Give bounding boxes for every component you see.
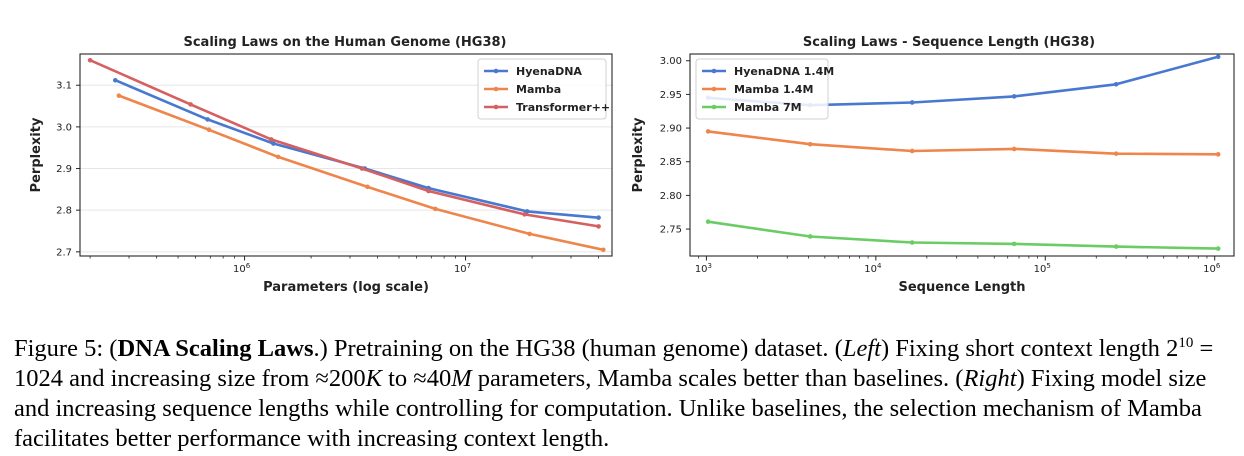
caption-right-label: Right bbox=[963, 365, 1017, 393]
data-point bbox=[807, 141, 813, 147]
data-point bbox=[1215, 54, 1221, 59]
right-chart: Scaling Laws - Sequence Length (HG38) 2.7… bbox=[631, 35, 1235, 295]
caption-prefix: Figure 5: ( bbox=[14, 335, 118, 363]
caption-math-m: M bbox=[451, 365, 472, 393]
y-tick-label: 2.80 bbox=[660, 191, 682, 202]
y-tick-label: 2.8 bbox=[56, 206, 72, 217]
data-point bbox=[909, 148, 915, 154]
data-point bbox=[433, 206, 438, 212]
data-point bbox=[359, 166, 365, 171]
data-point bbox=[116, 93, 122, 98]
data-point bbox=[1215, 246, 1221, 251]
data-point bbox=[522, 212, 527, 217]
data-point bbox=[596, 224, 601, 229]
data-point bbox=[596, 215, 601, 220]
data-point bbox=[275, 154, 281, 160]
legend-box bbox=[695, 58, 829, 120]
data-point bbox=[909, 240, 915, 245]
figure-caption: Figure 5: (DNA Scaling Laws.) Pretrainin… bbox=[14, 328, 1236, 454]
data-point bbox=[705, 219, 711, 224]
data-point bbox=[705, 129, 711, 134]
y-tick-label: 2.9 bbox=[56, 164, 72, 175]
data-point bbox=[1011, 146, 1017, 152]
data-point bbox=[365, 184, 370, 190]
caption-left-label: Left bbox=[842, 335, 881, 363]
y-tick-label: 2.95 bbox=[660, 90, 682, 101]
y-tick-label: 3.00 bbox=[660, 56, 682, 67]
data-point bbox=[600, 247, 606, 253]
data-point bbox=[188, 102, 193, 107]
y-tick-label: 2.90 bbox=[660, 124, 682, 135]
y-tick-label: 2.75 bbox=[660, 225, 682, 236]
caption-math-k: K bbox=[365, 365, 382, 393]
y-tick-label: 3.0 bbox=[56, 122, 72, 133]
data-point bbox=[112, 77, 118, 83]
caption-text-6: ) Fixing model size and increasing seque… bbox=[14, 365, 1207, 453]
x-tick-label: 105 bbox=[1034, 262, 1051, 275]
data-point bbox=[87, 57, 93, 63]
legend-box bbox=[477, 58, 607, 120]
data-point bbox=[271, 141, 276, 146]
data-point bbox=[1011, 241, 1017, 247]
legend-marker bbox=[493, 104, 499, 110]
caption-bold-title: DNA Scaling Laws bbox=[117, 335, 314, 363]
legend-marker bbox=[493, 86, 499, 92]
caption-math-exponent: 10 bbox=[1178, 335, 1194, 351]
plot-frame bbox=[79, 53, 613, 257]
y-axis-label: Perplexity bbox=[29, 117, 44, 192]
caption-math-base: 2 bbox=[1166, 335, 1179, 363]
data-point bbox=[527, 231, 532, 237]
x-axis-label: Sequence Length bbox=[899, 280, 1026, 295]
caption-text-4: to ≈40 bbox=[381, 365, 452, 393]
data-point bbox=[1215, 152, 1221, 157]
caption-text-1: .) Pretraining on the HG38 (human genome… bbox=[313, 335, 843, 363]
legend-label: Transformer++ bbox=[516, 101, 610, 114]
chart-title: Scaling Laws - Sequence Length (HG38) bbox=[803, 35, 1095, 50]
y-axis-label: Perplexity bbox=[631, 117, 646, 192]
caption-text-3: = 1024 and increasing size from ≈200 bbox=[14, 335, 1214, 393]
data-point bbox=[206, 127, 212, 133]
series-line bbox=[706, 130, 1220, 156]
data-point bbox=[1113, 244, 1119, 249]
legend-marker bbox=[711, 104, 717, 110]
x-tick-label: 106 bbox=[233, 262, 251, 275]
y-tick-label: 3.1 bbox=[56, 81, 72, 92]
data-point bbox=[268, 137, 274, 142]
series-line bbox=[706, 220, 1220, 250]
y-tick-label: 2.85 bbox=[660, 157, 682, 168]
x-tick-label: 104 bbox=[864, 262, 882, 275]
x-tick-label: 103 bbox=[695, 262, 712, 275]
data-point bbox=[909, 100, 915, 105]
caption-text-5: parameters, Mamba scales better than bas… bbox=[471, 365, 964, 393]
chart-title: Scaling Laws on the Human Genome (HG38) bbox=[183, 35, 506, 50]
x-tick-label: 106 bbox=[1203, 262, 1221, 275]
data-point bbox=[807, 234, 813, 239]
legend-label: HyenaDNA bbox=[516, 65, 582, 78]
x-tick-label: 107 bbox=[454, 262, 471, 275]
data-point bbox=[1113, 151, 1119, 156]
caption-text-2: ) Fixing short context length bbox=[880, 335, 1167, 363]
legend-label: Mamba 7M bbox=[734, 101, 802, 114]
legend-marker bbox=[711, 68, 717, 74]
left-chart: Scaling Laws on the Human Genome (HG38) 2… bbox=[29, 35, 613, 295]
data-point bbox=[426, 188, 431, 194]
x-axis-label: Parameters (log scale) bbox=[263, 280, 429, 295]
legend-label: Mamba bbox=[516, 83, 561, 96]
legend-label: Mamba 1.4M bbox=[734, 83, 813, 96]
y-tick-label: 2.7 bbox=[56, 247, 72, 258]
data-point bbox=[1113, 82, 1119, 87]
data-point bbox=[1011, 94, 1017, 99]
plot-frame bbox=[689, 53, 1235, 257]
data-point bbox=[205, 117, 210, 122]
legend-label: HyenaDNA 1.4M bbox=[734, 65, 834, 78]
legend-marker bbox=[711, 86, 717, 92]
legend-marker bbox=[493, 68, 499, 74]
